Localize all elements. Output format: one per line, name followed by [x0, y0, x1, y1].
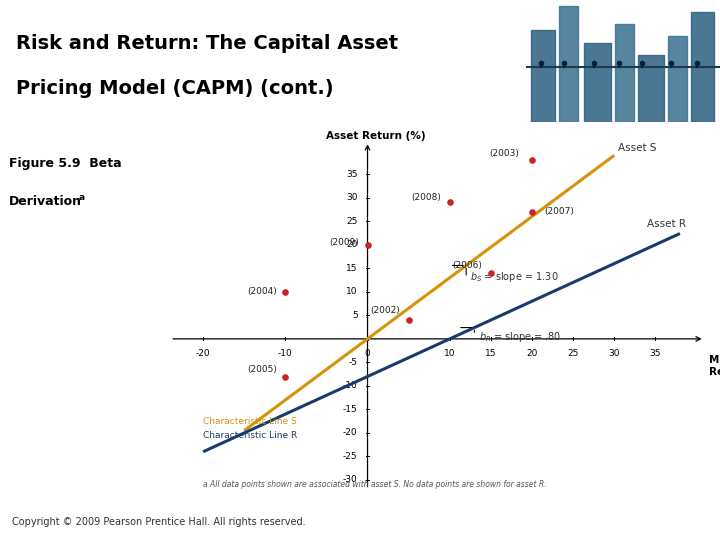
Text: 20: 20 [526, 349, 538, 358]
Bar [584, 43, 611, 122]
Text: (2009): (2009) [330, 238, 359, 247]
Point [361, 240, 373, 249]
Text: -25: -25 [343, 452, 358, 461]
Text: 25: 25 [567, 349, 579, 358]
Text: -20: -20 [196, 349, 210, 358]
Bar [615, 24, 634, 122]
Text: 5: 5 [352, 311, 358, 320]
Text: Asset S: Asset S [618, 143, 657, 153]
Text: -10: -10 [343, 381, 358, 390]
Text: 0: 0 [364, 349, 370, 358]
Text: 25: 25 [346, 217, 358, 226]
Text: (2008): (2008) [412, 193, 441, 202]
Text: Asset R: Asset R [647, 219, 686, 229]
Text: a: a [79, 192, 85, 201]
Bar [531, 30, 554, 122]
Bar [639, 55, 664, 122]
Text: Market
Return (%): Market Return (%) [708, 355, 720, 377]
Text: Derivation: Derivation [9, 195, 82, 208]
Text: (2007): (2007) [544, 207, 574, 217]
Text: Copyright © 2009 Pearson Prentice Hall. All rights reserved.: Copyright © 2009 Pearson Prentice Hall. … [12, 517, 306, 528]
Point [526, 207, 538, 216]
Text: a All data points shown are associated with asset S. No data points are shown fo: a All data points shown are associated w… [203, 481, 546, 489]
Text: -15: -15 [343, 405, 358, 414]
Text: 15: 15 [485, 349, 497, 358]
Text: Characteristic Line S: Characteristic Line S [203, 417, 297, 426]
Text: (2002): (2002) [371, 306, 400, 315]
Text: 10: 10 [346, 287, 358, 296]
Bar [691, 12, 714, 122]
Text: 30: 30 [608, 349, 620, 358]
Text: Characteristic Line R: Characteristic Line R [203, 431, 297, 440]
Text: $b_S$ = slope = 1.30: $b_S$ = slope = 1.30 [470, 270, 559, 284]
Text: Figure 5.9  Beta: Figure 5.9 Beta [9, 157, 122, 171]
Text: (2006): (2006) [453, 261, 482, 271]
Text: 35: 35 [649, 349, 661, 358]
Text: 15: 15 [346, 264, 358, 273]
Text: 30: 30 [346, 193, 358, 202]
Bar [559, 6, 578, 122]
Text: 5-40: 5-40 [647, 515, 685, 530]
Point [279, 287, 291, 296]
Point [526, 156, 538, 165]
Point [485, 269, 497, 278]
Point [403, 316, 415, 325]
Point [279, 372, 291, 381]
Text: 10: 10 [444, 349, 456, 358]
Text: $b_R$ = slope = .80: $b_R$ = slope = .80 [479, 330, 561, 344]
Text: Asset Return (%): Asset Return (%) [326, 131, 426, 141]
Text: (2005): (2005) [247, 365, 277, 374]
Text: -5: -5 [348, 358, 358, 367]
Point [444, 198, 456, 207]
Text: (2004): (2004) [248, 287, 277, 296]
Bar [667, 36, 687, 122]
Text: -20: -20 [343, 428, 358, 437]
Text: 20: 20 [346, 240, 358, 249]
Text: 35: 35 [346, 170, 358, 179]
Text: (2003): (2003) [490, 148, 520, 158]
Text: -10: -10 [278, 349, 293, 358]
Text: Pricing Model (CAPM) (cont.): Pricing Model (CAPM) (cont.) [16, 79, 333, 98]
Text: -30: -30 [343, 476, 358, 484]
Text: Risk and Return: The Capital Asset: Risk and Return: The Capital Asset [16, 34, 398, 53]
